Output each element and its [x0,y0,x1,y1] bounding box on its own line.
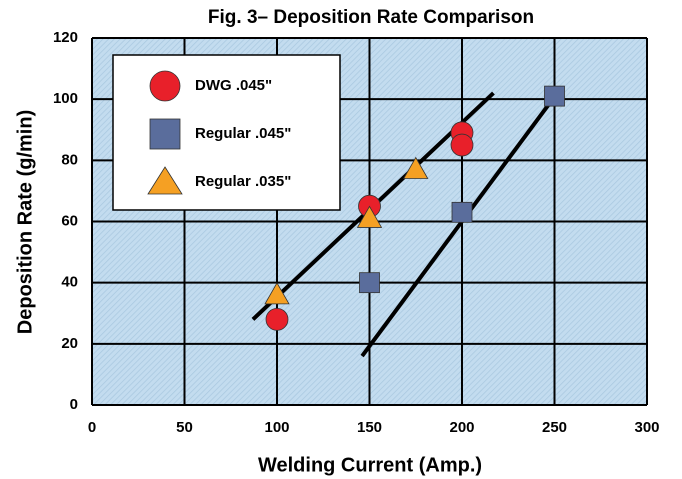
legend-symbol [147,166,183,195]
x-tick-label: 250 [542,419,567,436]
legend-symbol [149,118,181,150]
legend-label: Regular .035" [195,173,291,190]
y-axis-label: Deposition Rate (g/min) [14,110,36,334]
legend-label: Regular .045" [195,125,291,142]
y-tick-label: 80 [61,151,78,168]
trend-line [360,97,555,358]
point [403,156,429,179]
legend-symbol [149,70,181,102]
x-tick-label: 50 [176,419,193,436]
y-tick-label: 0 [70,396,78,413]
legend-label: DWG .045" [195,77,272,94]
y-tick-label: 40 [61,274,78,291]
y-tick-label: 120 [53,29,78,46]
x-tick-label: 100 [264,419,289,436]
point [265,307,289,331]
x-axis-label: Welding Current (Amp.) [258,454,482,476]
y-tick-label: 20 [61,335,78,352]
x-tick-label: 0 [88,419,96,436]
y-tick-label: 60 [61,212,78,229]
point [450,133,474,157]
x-tick-label: 200 [449,419,474,436]
point [451,201,473,223]
chart-title: Fig. 3– Deposition Rate Comparison [208,7,534,28]
point [544,85,565,107]
point [356,205,383,228]
y-tick-label: 100 [53,90,78,107]
x-tick-label: 300 [634,419,659,436]
x-tick-label: 150 [357,419,382,436]
point [264,282,290,305]
point [359,272,380,294]
